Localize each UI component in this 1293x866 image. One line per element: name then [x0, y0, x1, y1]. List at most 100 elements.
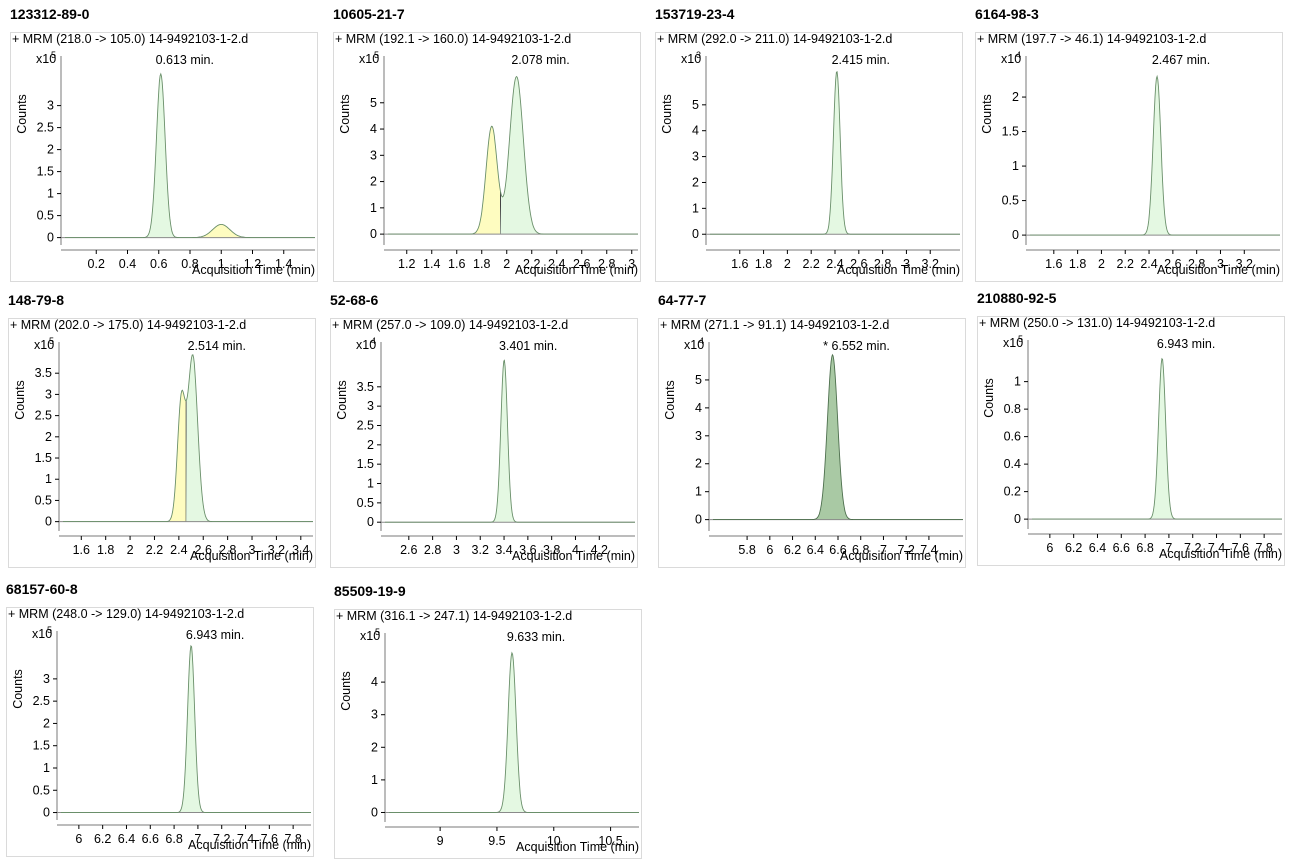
y-tick-label: 3 — [695, 429, 702, 443]
compound-cas-number: 52-68-6 — [330, 292, 379, 308]
y-axis-label: Counts — [338, 94, 352, 134]
y-tick-label: 0.5 — [1002, 194, 1019, 208]
y-axis-label: Counts — [339, 671, 353, 711]
x-tick-label: 6.8 — [1136, 541, 1153, 555]
chart-title: + MRM (271.1 -> 91.1) 14-9492103-1-2.d — [660, 318, 889, 332]
peak-1-integration-fill — [1144, 76, 1170, 236]
panel-frame — [6, 607, 314, 857]
y-tick-label: 3.5 — [357, 380, 374, 394]
y-exponent: 4 — [371, 336, 376, 346]
y-tick-label: 0.8 — [1004, 402, 1021, 416]
x-tick-label: 0.6 — [150, 257, 167, 271]
x-tick-label: 2.6 — [195, 543, 212, 557]
chromatogram-trace — [65, 72, 315, 239]
chromatogram-trace — [385, 359, 635, 523]
y-tick-label: 0.2 — [1004, 485, 1021, 499]
compound-cas-number: 148-79-8 — [8, 292, 65, 308]
y-axis-label: Counts — [660, 94, 674, 134]
x-axis-label: Acquisition Time (min) — [512, 549, 635, 563]
y-tick-label: 4 — [371, 675, 378, 689]
y-tick-label: 0.5 — [35, 493, 52, 507]
y-tick-label: 1 — [695, 485, 702, 499]
y-exponent: 4 — [699, 336, 704, 346]
y-exponent: 3 — [696, 50, 701, 60]
x-tick-label: 1.2 — [244, 257, 261, 271]
x-tick-label: 6.2 — [784, 543, 801, 557]
x-tick-label: 1.2 — [398, 257, 415, 271]
y-multiplier: x10 — [34, 338, 54, 352]
y-tick-label: 4 — [692, 124, 699, 138]
peak-1-integration-fill — [826, 71, 848, 235]
x-tick-label: 3.4 — [292, 543, 309, 557]
y-tick-label: 3 — [47, 99, 54, 113]
y-tick-label: 1 — [1012, 159, 1019, 173]
chromatogram-plot: + MRM (248.0 -> 129.0) 14-9492103-1-2.d x… — [6, 607, 314, 857]
chromatogram-trace — [1032, 357, 1282, 520]
y-tick-label: 2 — [1012, 90, 1019, 104]
chromatogram-plot: + MRM (197.7 -> 46.1) 14-9492103-1-2.d x1… — [975, 32, 1283, 282]
panel-frame — [975, 32, 1283, 282]
peak-rt-label: 2.415 min. — [832, 53, 890, 67]
peak-2-integration-fill — [500, 76, 539, 235]
chromatogram-trace — [710, 70, 960, 235]
y-tick-label: 1 — [371, 773, 378, 787]
chromatogram-plot: + MRM (250.0 -> 131.0) 14-9492103-1-2.d x… — [977, 316, 1285, 566]
chromatogram-plot: + MRM (271.1 -> 91.1) 14-9492103-1-2.d x1… — [658, 318, 966, 568]
x-tick-label: 7.8 — [1255, 541, 1272, 555]
y-multiplier: x10 — [360, 629, 380, 643]
chromatogram-plot: + MRM (192.1 -> 160.0) 14-9492103-1-2.d x… — [333, 32, 641, 282]
x-tick-label: 1.6 — [73, 543, 90, 557]
y-tick-label: 1.5 — [35, 451, 52, 465]
y-tick-label: 0 — [367, 515, 374, 529]
y-tick-label: 2.5 — [33, 694, 50, 708]
y-axis-label: Counts — [11, 669, 25, 709]
x-tick-label: 7.2 — [213, 832, 230, 846]
compound-cas-number: 153719-23-4 — [655, 6, 735, 22]
compound-cas-number: 210880-92-5 — [977, 290, 1057, 306]
chart-title: + MRM (248.0 -> 129.0) 14-9492103-1-2.d — [8, 607, 244, 621]
x-tick-label: 1.6 — [1045, 257, 1062, 271]
x-tick-label: 7.6 — [261, 832, 278, 846]
chart-title: + MRM (197.7 -> 46.1) 14-9492103-1-2.d — [977, 32, 1206, 46]
x-tick-label: 2.6 — [573, 257, 590, 271]
x-tick-label: 1.4 — [275, 257, 292, 271]
y-tick-label: 1 — [1014, 375, 1021, 389]
x-tick-label: 3 — [453, 543, 460, 557]
x-tick-label: 7.4 — [920, 543, 937, 557]
chromatogram-plot: + MRM (316.1 -> 247.1) 14-9492103-1-2.d x… — [334, 609, 642, 859]
y-exponent: 5 — [1018, 334, 1023, 344]
y-tick-label: 1.5 — [33, 739, 50, 753]
compound-cas-number: 64-77-7 — [658, 292, 707, 308]
x-tick-label: 10 — [547, 834, 561, 848]
y-tick-label: 3 — [43, 672, 50, 686]
x-tick-label: 7 — [194, 832, 201, 846]
peak-rt-label: 9.633 min. — [507, 630, 565, 644]
x-tick-label: 4 — [572, 543, 579, 557]
y-tick-label: 0 — [695, 513, 702, 527]
y-tick-label: 2 — [371, 740, 378, 754]
panel-frame — [334, 609, 642, 859]
x-tick-label: 2.2 — [802, 257, 819, 271]
chromatogram-plot: + MRM (202.0 -> 175.0) 14-9492103-1-2.d x… — [8, 318, 316, 568]
chromatogram-trace — [63, 354, 313, 523]
peak-rt-label: 2.514 min. — [188, 339, 246, 353]
y-tick-label: 2 — [692, 175, 699, 189]
x-tick-label: 6.6 — [829, 543, 846, 557]
x-tick-label: 4.2 — [591, 543, 608, 557]
x-tick-label: 1.6 — [448, 257, 465, 271]
panel-frame — [977, 316, 1285, 566]
compound-cas-number: 68157-60-8 — [6, 581, 78, 597]
x-tick-label: 1.8 — [1069, 257, 1086, 271]
y-exponent: 5 — [47, 625, 52, 635]
chromatogram-trace — [713, 353, 963, 521]
y-tick-label: 0 — [1012, 228, 1019, 242]
y-tick-label: 5 — [695, 373, 702, 387]
chart-title: + MRM (218.0 -> 105.0) 14-9492103-1-2.d — [12, 32, 248, 46]
x-tick-label: 7 — [1165, 541, 1172, 555]
panel-frame — [655, 32, 963, 282]
y-tick-label: 0 — [43, 806, 50, 820]
x-tick-label: 3.4 — [495, 543, 512, 557]
chart-title: + MRM (250.0 -> 131.0) 14-9492103-1-2.d — [979, 316, 1215, 330]
compound-cas-number: 10605-21-7 — [333, 6, 405, 22]
x-tick-label: 0.2 — [88, 257, 105, 271]
